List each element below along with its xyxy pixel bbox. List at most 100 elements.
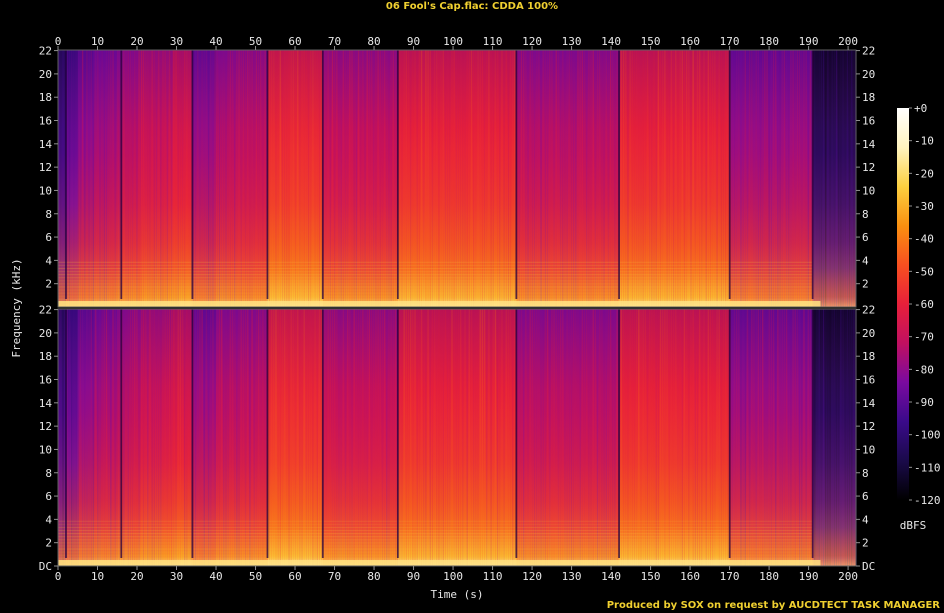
y-tick-label: 16 [39,374,52,387]
dc-band [58,560,821,566]
transition-dip [728,50,731,299]
transition-dip [618,309,620,558]
x-tick-label: 70 [328,570,341,583]
x-tick-label: 190 [799,35,819,48]
y-tick-label: 4 [862,513,869,526]
x-tick-label: 90 [407,35,420,48]
colorbar-tick-label: -10 [914,135,934,148]
colorbar-tick-label: +0 [914,102,927,115]
transition-dip [191,309,194,558]
panel-border [57,308,857,567]
transition-dip [811,309,814,558]
x-tick-label: 120 [522,570,542,583]
y-tick-label: 6 [45,490,52,503]
transition-dip [728,309,731,558]
colorbar [897,108,909,500]
x-tick-label: 130 [562,570,582,583]
y-tick-label: 8 [45,467,52,480]
transition-dip [515,50,518,299]
y-tick-label: 12 [39,420,52,433]
colorbar-tick-label: -80 [914,363,934,376]
y-tick-label: 10 [39,184,52,197]
y-tick-label: 20 [39,327,52,340]
y-tick-label: 22 [39,45,52,58]
x-tick-label: 150 [641,35,661,48]
colorbar-tick-label: -100 [914,429,941,442]
x-tick-label: 190 [799,570,819,583]
transition-dip [811,50,814,299]
transition-dip [65,50,67,299]
y-tick-label: 18 [862,350,875,363]
y-tick-label: 10 [39,443,52,456]
y-tick-label: 14 [39,138,53,151]
transition-dip [396,309,399,558]
y-tick-label: 22 [862,45,875,58]
transition-dip [321,50,324,299]
x-tick-label: 20 [130,35,143,48]
x-tick-label: 70 [328,35,341,48]
y-tick-label: 10 [862,443,875,456]
y-tick-label: 12 [39,161,52,174]
x-tick-label: 90 [407,570,420,583]
transition-dip [266,50,269,299]
y-tick-label: 18 [39,91,52,104]
transition-dip [266,309,269,558]
x-tick-label: 160 [680,35,700,48]
x-tick-label: 30 [170,570,183,583]
x-tick-label: 0 [55,35,62,48]
panel-border [57,49,857,308]
x-tick-label: 110 [483,570,503,583]
y-tick-label: 18 [39,350,52,363]
low-freq-energy [58,309,856,566]
x-tick-label: 40 [209,35,222,48]
x-tick-label: 80 [367,570,380,583]
colorbar-tick-label: -120 [914,494,941,507]
x-tick-label: 50 [249,570,262,583]
x-tick-label: 120 [522,35,542,48]
x-axis-label: Time (s) [431,588,484,601]
x-tick-label: 170 [720,570,740,583]
colorbar-tick-label: -30 [914,200,934,213]
x-tick-label: 170 [720,35,740,48]
transition-dip [191,50,194,299]
colorbar-tick-label: -90 [914,396,934,409]
x-tick-label: 140 [601,570,621,583]
y-tick-label: 20 [862,327,875,340]
x-tick-label: 200 [838,570,858,583]
y-tick-label: 2 [45,537,52,550]
x-tick-label: 60 [288,35,301,48]
colorbar-tick-label: -110 [914,461,941,474]
y-tick-label: 16 [862,115,875,128]
transition-dip [515,309,518,558]
x-tick-label: 0 [55,570,62,583]
x-tick-label: 110 [483,35,503,48]
transition-dip [396,50,399,299]
y-tick-label: 12 [862,161,875,174]
y-tick-label: 6 [862,231,869,244]
x-tick-label: 100 [443,35,463,48]
x-tick-label: 160 [680,570,700,583]
x-tick-label: 180 [759,35,779,48]
transition-dip [618,50,620,299]
low-freq-energy [58,50,856,307]
channel-panel-right [57,308,857,567]
transition-dip [120,50,123,299]
transition-dip [120,309,123,558]
chart-title: 06 Fool's Cap.flac: CDDA 100% [385,1,559,12]
x-tick-label: 140 [601,35,621,48]
x-tick-label: 10 [91,570,104,583]
x-tick-label: 100 [443,570,463,583]
y-tick-label: 22 [862,304,875,317]
y-tick-label: 12 [862,420,875,433]
colorbar-tick-label: -40 [914,233,934,246]
footer-credit: Produced by SOX on request by AUCDTECT T… [606,600,940,611]
y-tick-label: 2 [862,537,869,550]
y-tick-label: 8 [862,208,869,221]
y-tick-label: 6 [862,490,869,503]
y-axis-label: Frequency (kHz) [10,258,23,357]
transition-dip [321,309,324,558]
y-tick-label: 4 [862,254,869,267]
channel-panel-left [57,49,857,308]
y-tick-label: 20 [39,68,52,81]
x-tick-label: 200 [838,35,858,48]
